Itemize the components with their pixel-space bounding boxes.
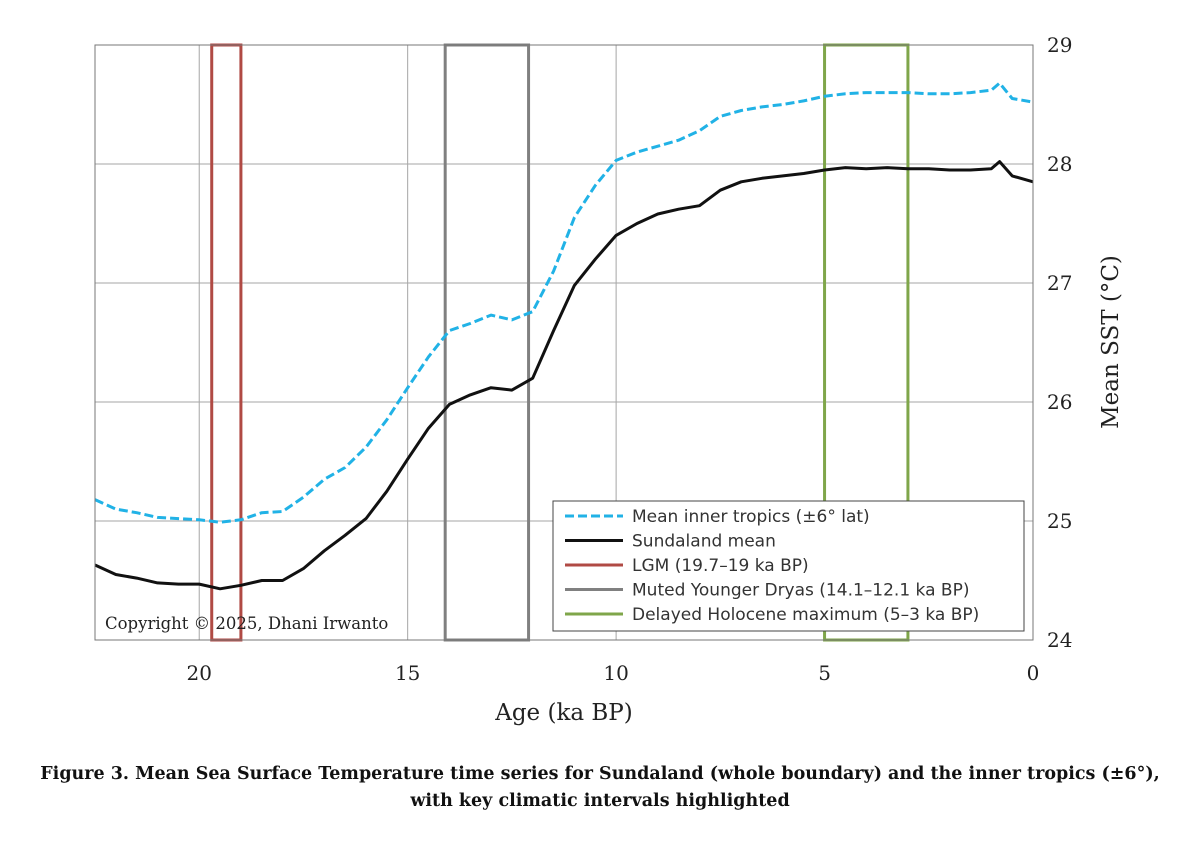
x-tick-label: 15	[395, 661, 420, 685]
series-line	[94, 81, 1034, 524]
legend-box	[552, 500, 1025, 632]
sst-chart: 20 15 10 5 0 24 25 26 27 28 29 Age (ka BP) Mean S…	[94, 33, 1124, 726]
plot-frame	[94, 44, 1034, 641]
legend: Mean inner tropics (±6° lat) Sundaland me…	[552, 500, 1025, 632]
x-tick-label: 5	[818, 661, 831, 685]
legend-label: LGM (19.7–19 ka BP)	[632, 556, 809, 576]
figure-caption: Figure 3. Mean Sea Surface Temperature t…	[40, 764, 1160, 811]
x-tick-label: 20	[186, 661, 211, 685]
y-tick-labels: 24 25 26 27 28 29	[1047, 33, 1072, 652]
y-tick-label: 25	[1047, 509, 1072, 533]
legend-label: Mean inner tropics (±6° lat)	[632, 507, 870, 527]
x-axis-title: Age (ka BP)	[494, 700, 633, 726]
legend-label: Muted Younger Dryas (14.1–12.1 ka BP)	[632, 581, 969, 601]
y-tick-label: 27	[1047, 271, 1072, 295]
legend-label: Delayed Holocene maximum (5–3 ka BP)	[632, 605, 979, 625]
y-tick-label: 29	[1047, 33, 1072, 57]
legend-label: Sundaland mean	[632, 532, 776, 552]
x-tick-labels: 20 15 10 5 0	[186, 661, 1039, 685]
y-tick-label: 26	[1047, 390, 1072, 414]
interval-box	[443, 43, 531, 642]
copyright-text: Copyright © 2025, Dhani Irwanto	[105, 614, 388, 633]
series-line	[94, 160, 1034, 591]
y-axis-title: Mean SST (°C)	[1098, 255, 1124, 429]
x-tick-label: 10	[603, 661, 628, 685]
y-tick-label: 28	[1047, 152, 1072, 176]
x-tick-label: 0	[1027, 661, 1040, 685]
interval-box	[210, 43, 243, 642]
series-lines	[94, 81, 1034, 591]
y-tick-label: 24	[1047, 628, 1072, 652]
